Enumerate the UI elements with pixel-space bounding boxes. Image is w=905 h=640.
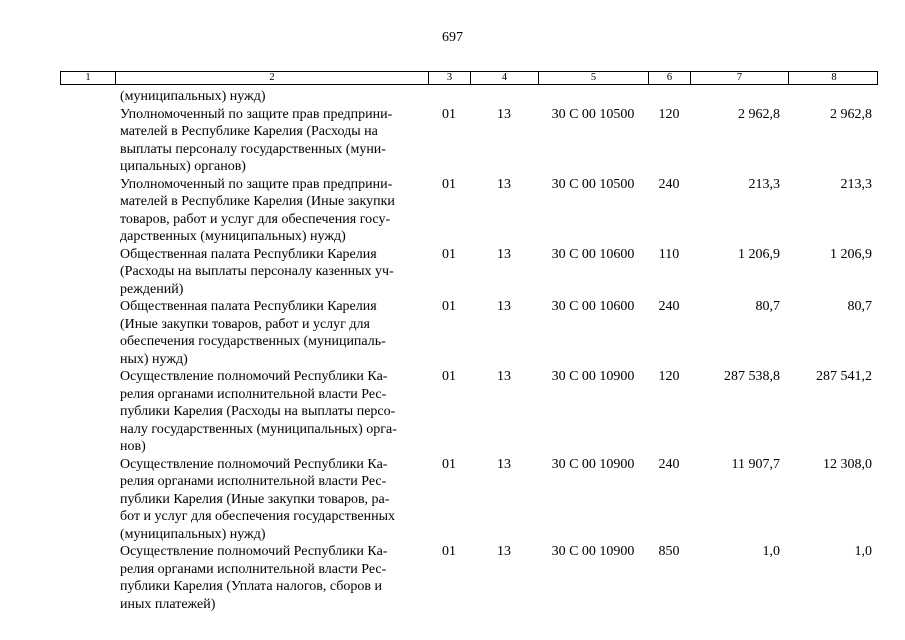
cell-amount-2: 213,3 bbox=[840, 176, 873, 192]
cell-expense-type: 120 bbox=[658, 369, 680, 384]
cell-name: Осуществление полномочий Республики Ка- … bbox=[120, 544, 388, 612]
table-body: (муниципальных) нужд) Уполномоченный по … bbox=[60, 85, 878, 613]
cell-expense-type: 850 bbox=[658, 544, 680, 559]
cell-section-code: 01 bbox=[442, 106, 456, 122]
column-number-header: 1 2 3 4 5 6 7 8 bbox=[60, 71, 878, 85]
cell-expense-type: 240 bbox=[658, 299, 680, 314]
cell-name: Уполномоченный по защите прав предприни-… bbox=[120, 176, 395, 245]
cell-name: Осуществление полномочий Республики Ка- … bbox=[120, 456, 395, 542]
column-header-8: 8 bbox=[831, 72, 837, 83]
column-header-4: 4 bbox=[471, 72, 539, 84]
column-header-7: 7 bbox=[691, 72, 789, 84]
cell-section-code: 01 bbox=[442, 246, 456, 262]
table-row: (муниципальных) нужд) bbox=[60, 88, 878, 106]
cell-amount-2: 80,7 bbox=[847, 299, 873, 314]
cell-subsection-code: 13 bbox=[497, 544, 511, 559]
cell-section-code: 01 bbox=[442, 456, 456, 472]
cell-section-code: 01 bbox=[442, 369, 456, 384]
cell-subsection-code: 13 bbox=[497, 369, 511, 384]
column-header-3: 3 bbox=[429, 72, 471, 84]
cell-expense-type: 240 bbox=[658, 456, 680, 472]
cell-section-code: 01 bbox=[442, 544, 456, 559]
cell-subsection-code: 13 bbox=[497, 456, 511, 472]
table-row: Уполномоченный по защите прав предприни-… bbox=[60, 106, 878, 176]
cell-name: Общественная палата Республики Карелия (… bbox=[120, 246, 394, 297]
cell-subsection-code: 13 bbox=[497, 246, 511, 262]
cell-expense-type: 120 bbox=[658, 106, 680, 122]
cell-target-code: 30 С 00 10600 bbox=[551, 299, 635, 314]
budget-table: 1 2 3 4 5 6 7 8 (муниципальных) нужд) bbox=[60, 71, 878, 613]
table-row: Осуществление полномочий Республики Ка- … bbox=[60, 456, 878, 544]
cell-expense-type: 240 bbox=[658, 176, 680, 192]
cell-amount-1: 213,3 bbox=[748, 176, 781, 192]
cell-amount-1: 80,7 bbox=[755, 299, 781, 314]
cell-subsection-code: 13 bbox=[497, 176, 511, 192]
cell-target-code: 30 С 00 10600 bbox=[551, 246, 635, 262]
cell-section-code: 01 bbox=[442, 299, 456, 314]
cell-name: Осуществление полномочий Республики Ка- … bbox=[120, 369, 397, 454]
cell-name: (муниципальных) нужд) bbox=[120, 89, 266, 104]
cell-amount-2: 1 206,9 bbox=[830, 246, 872, 262]
cell-name: Уполномоченный по защите прав предприни-… bbox=[120, 106, 393, 175]
column-header-2: 2 bbox=[116, 72, 429, 84]
table-row: Общественная палата Республики Карелия (… bbox=[60, 298, 878, 368]
column-header-5: 5 bbox=[539, 72, 649, 84]
cell-amount-2: 12 308,0 bbox=[823, 456, 872, 472]
cell-name: Общественная палата Республики Карелия (… bbox=[120, 299, 386, 367]
column-header-1: 1 bbox=[61, 72, 116, 84]
cell-target-code: 30 С 00 10500 bbox=[551, 106, 635, 122]
cell-amount-1: 1 206,9 bbox=[738, 246, 780, 262]
cell-amount-1: 1,0 bbox=[762, 544, 781, 559]
cell-target-code: 30 С 00 10500 bbox=[551, 176, 635, 192]
cell-amount-1: 11 907,7 bbox=[731, 456, 780, 472]
cell-target-code: 30 С 00 10900 bbox=[551, 544, 635, 559]
table-row: Осуществление полномочий Республики Ка- … bbox=[60, 368, 878, 456]
table-row: Осуществление полномочий Республики Ка- … bbox=[60, 543, 878, 613]
table-row: Общественная палата Республики Карелия (… bbox=[60, 246, 878, 299]
cell-amount-2: 1,0 bbox=[854, 544, 873, 559]
cell-amount-1: 2 962,8 bbox=[738, 106, 780, 122]
cell-section-code: 01 bbox=[442, 176, 456, 192]
cell-subsection-code: 13 bbox=[497, 106, 511, 122]
column-header-6: 6 bbox=[649, 72, 691, 84]
cell-target-code: 30 С 00 10900 bbox=[551, 369, 635, 384]
cell-amount-1: 287 538,8 bbox=[724, 369, 780, 384]
page-number: 697 bbox=[442, 30, 463, 45]
cell-target-code: 30 С 00 10900 bbox=[551, 456, 635, 472]
cell-subsection-code: 13 bbox=[497, 299, 511, 314]
cell-amount-2: 2 962,8 bbox=[830, 106, 872, 122]
table-row: Уполномоченный по защите прав предприни-… bbox=[60, 176, 878, 246]
cell-amount-2: 287 541,2 bbox=[816, 369, 872, 384]
cell-expense-type: 110 bbox=[658, 246, 680, 262]
